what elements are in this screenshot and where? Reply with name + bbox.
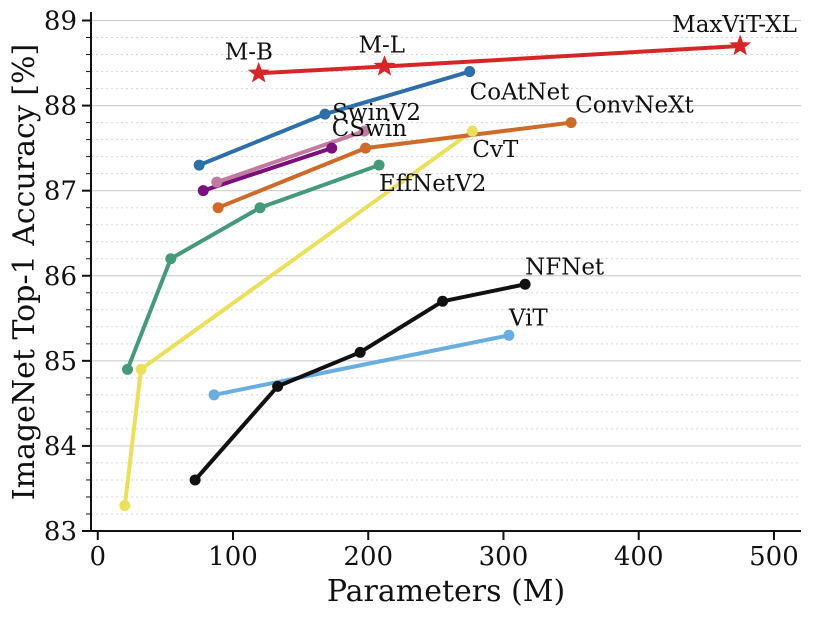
point-convnext (565, 117, 577, 129)
point-label-m-b: M-B (225, 39, 273, 65)
x-tick-label: 300 (479, 542, 529, 572)
ticks: 83 84 85 86 87 88 89 0 100 200 300 400 500 (44, 7, 799, 572)
point-coatnet (319, 108, 331, 120)
series-label-effnetv2: EffNetV2 (379, 171, 486, 197)
point-nfnet (437, 295, 449, 307)
point-cvt (135, 363, 147, 375)
point-convnext (212, 202, 224, 214)
point-coatnet (464, 66, 476, 78)
series-line-effnetv2 (125, 163, 382, 372)
y-tick-label: 85 (44, 347, 77, 377)
y-tick-label: 87 (44, 177, 77, 207)
point-nfnet (189, 474, 201, 486)
point-coatnet (193, 159, 205, 171)
point-convnext (360, 142, 372, 154)
x-tick-label: 100 (208, 542, 258, 572)
grid (91, 19, 801, 515)
point-maxvit (373, 55, 396, 76)
series-label-coatnet: CoAtNet (470, 80, 571, 106)
point-swinv2 (211, 176, 223, 188)
x-tick-label: 500 (749, 542, 799, 572)
y-tick-label: 88 (44, 92, 77, 122)
y-tick-label: 83 (44, 517, 77, 547)
point-maxvit (729, 34, 752, 56)
x-tick-label: 200 (343, 542, 393, 572)
series-label-nfnet: NFNet (525, 254, 605, 280)
x-tick-label: 0 (89, 542, 106, 572)
y-axis-title: ImageNet Top-1 Accuracy [%] (7, 44, 42, 500)
point-cswin (326, 142, 338, 154)
point-effnetv2 (254, 202, 266, 214)
point-nfnet (519, 278, 531, 290)
point-effnetv2 (373, 159, 385, 171)
series-label-cvt: CvT (472, 137, 519, 163)
point-vit (208, 389, 220, 401)
series-line-swinv2 (214, 129, 367, 185)
point-effnetv2 (122, 363, 134, 375)
series-line-maxvit (256, 44, 743, 76)
y-tick-label: 84 (44, 432, 77, 462)
point-effnetv2 (165, 253, 177, 265)
series-line-cswin (201, 146, 334, 193)
point-cvt (466, 125, 478, 137)
series-markers (119, 34, 752, 511)
point-nfnet (354, 346, 366, 358)
axes (90, 12, 801, 532)
series-line-vit (212, 333, 511, 397)
series-label-convnext: ConvNeXt (575, 93, 694, 119)
y-tick-label: 86 (44, 262, 77, 292)
y-tick-label: 89 (44, 7, 77, 37)
x-axis-title: Parameters (M) (327, 574, 565, 609)
series-label-vit: ViT (508, 305, 549, 331)
point-vit (503, 329, 515, 341)
series-line-nfnet (193, 282, 528, 482)
point-nfnet (272, 380, 284, 392)
point-swinv2 (358, 125, 370, 137)
x-tick-label: 400 (614, 542, 664, 572)
series-label-cswin: CSwin (332, 116, 407, 142)
point-label-maxvit-xl: MaxViT-XL (672, 12, 797, 38)
series-label-swinv2: SwinV2 (332, 100, 421, 126)
point-maxvit (247, 61, 270, 83)
point-cswin (197, 185, 209, 197)
point-cvt (119, 499, 131, 511)
point-label-m-l: M-L (358, 32, 405, 58)
